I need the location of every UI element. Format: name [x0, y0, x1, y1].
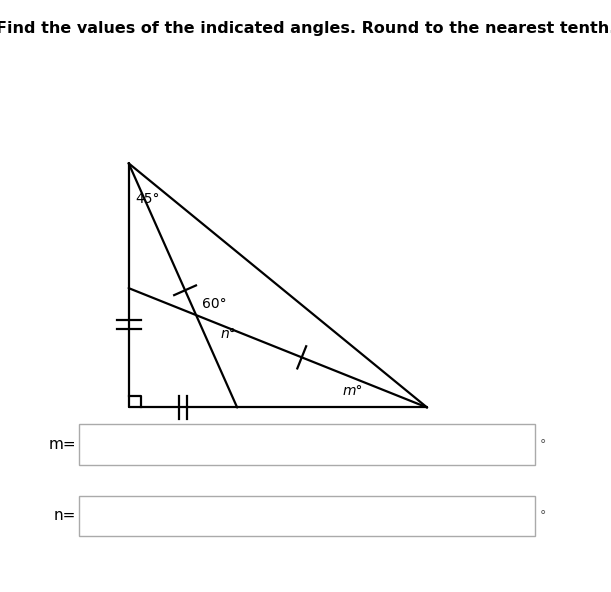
Text: n°: n°	[221, 327, 236, 341]
Text: m°: m°	[343, 384, 364, 398]
Text: °: °	[540, 438, 546, 451]
Text: °: °	[540, 509, 546, 522]
FancyBboxPatch shape	[79, 424, 535, 465]
Text: 45°: 45°	[136, 192, 160, 205]
Text: n=: n=	[54, 508, 76, 523]
Text: m=: m=	[49, 437, 76, 452]
Text: 60°: 60°	[202, 297, 226, 311]
Text: Find the values of the indicated angles. Round to the nearest tenth.: Find the values of the indicated angles.…	[0, 21, 611, 36]
FancyBboxPatch shape	[79, 496, 535, 536]
